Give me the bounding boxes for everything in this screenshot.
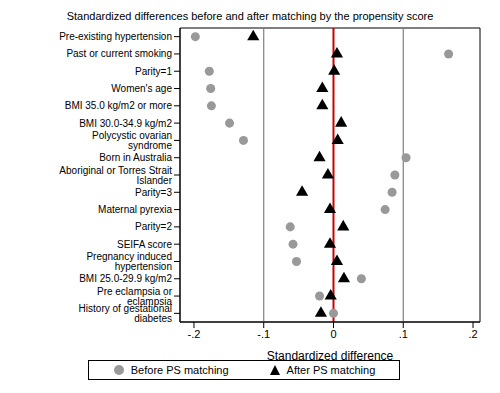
svg-text:History of gestationaldiabetes: History of gestationaldiabetes [79,303,172,324]
svg-text:Standardized difference: Standardized difference [267,349,394,363]
svg-text:BMI 35.0 kg/m2 or more: BMI 35.0 kg/m2 or more [65,100,173,111]
svg-text:Aboriginal or Torres StraitIsl: Aboriginal or Torres StraitIslander [59,165,172,186]
svg-text:BMI 25.0-29.9 kg/m2: BMI 25.0-29.9 kg/m2 [79,273,172,284]
svg-text:Pre-existing hypertension: Pre-existing hypertension [59,31,172,42]
svg-text:.1: .1 [399,328,408,340]
svg-text:Maternal pyrexia: Maternal pyrexia [98,204,172,215]
svg-text:-.2: -.2 [188,328,201,340]
svg-text:SEIFA score: SEIFA score [117,239,172,250]
svg-text:Parity=1: Parity=1 [135,66,172,77]
svg-text:Polycystic ovariansyndrome: Polycystic ovariansyndrome [92,130,172,151]
svg-text:Born in Australia: Born in Australia [99,152,172,163]
svg-text:-.1: -.1 [257,328,270,340]
svg-text:Women's age: Women's age [111,83,172,94]
svg-text:Parity=3: Parity=3 [135,187,172,198]
svg-text:Past or current smoking: Past or current smoking [66,48,172,59]
svg-text:Parity=2: Parity=2 [135,221,172,232]
svg-text:BMI 30.0-34.9 kg/m2: BMI 30.0-34.9 kg/m2 [79,118,172,129]
svg-text:Pregnancy inducedhypertension: Pregnancy inducedhypertension [86,251,172,272]
svg-text:0: 0 [330,328,336,340]
svg-text:.2: .2 [468,328,477,340]
